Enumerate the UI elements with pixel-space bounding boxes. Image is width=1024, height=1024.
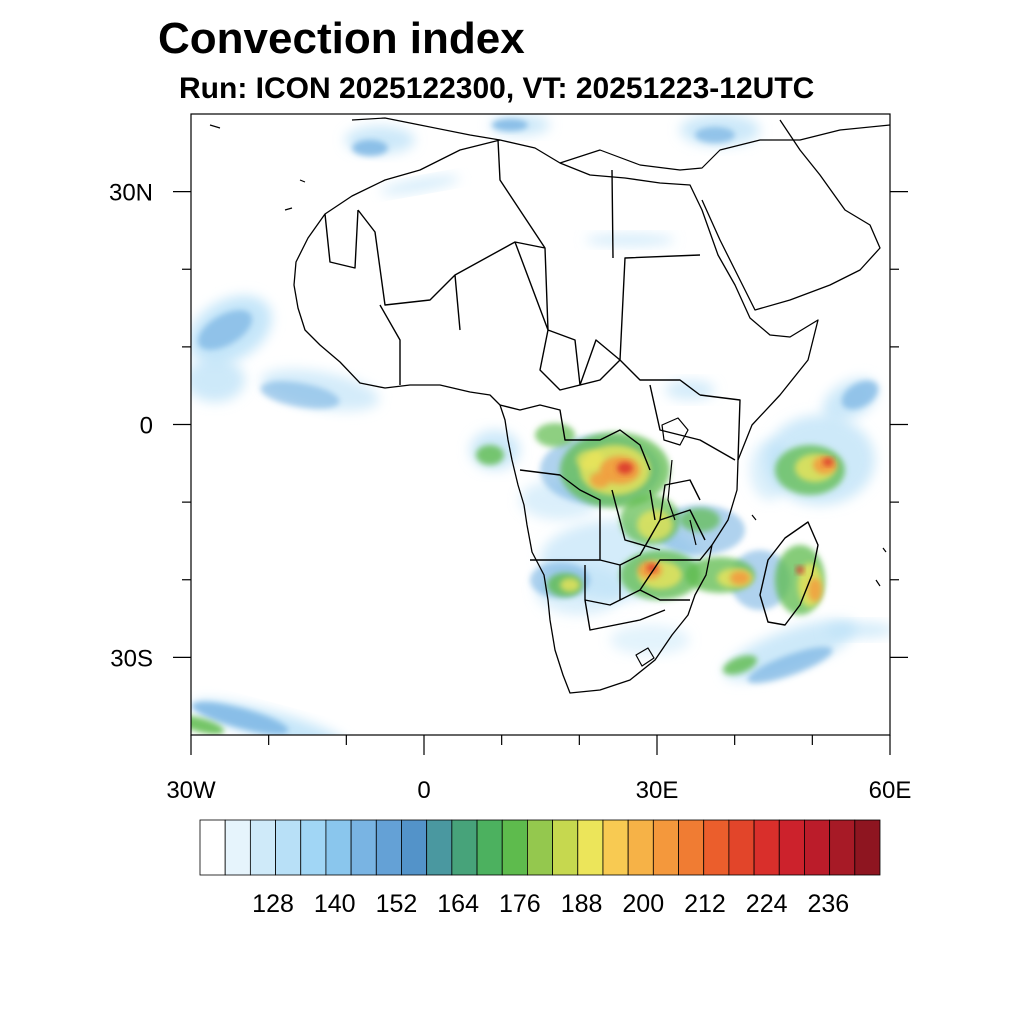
mediterranean-coastline <box>351 117 890 171</box>
colorbar-swatch <box>552 819 579 876</box>
colorbar-swatch <box>401 819 428 876</box>
chart-subtitle: Run: ICON 2025122300, VT: 20251223-12UTC <box>179 72 815 105</box>
colorbar-swatch <box>728 819 755 876</box>
convection-cell <box>576 450 604 470</box>
lon-tick-label: 30E <box>636 777 679 804</box>
islands <box>209 124 887 587</box>
lon-tick-label: 60E <box>869 777 912 804</box>
colorbar-swatch <box>627 819 654 876</box>
lake-outlines <box>635 417 697 667</box>
colorbar-label: 200 <box>622 890 664 918</box>
colorbar-swatch <box>602 819 629 876</box>
axis-tick-labels: 30N 0 30S 30W 0 30E 60E <box>109 180 911 804</box>
colorbar-swatch <box>527 819 553 876</box>
convection-cell <box>695 127 735 143</box>
map-outlines <box>209 117 890 694</box>
convection-cell <box>796 566 804 574</box>
convection-cell <box>535 423 575 447</box>
convection-cell <box>197 310 253 350</box>
colorbar-swatch <box>375 819 402 876</box>
convection-cell <box>617 462 633 474</box>
convection-cell <box>191 701 289 735</box>
convection-cell <box>823 458 833 466</box>
convection-cell <box>723 619 857 681</box>
convection-cell <box>665 380 715 400</box>
convection-cell <box>191 715 225 735</box>
convection-cell <box>476 445 504 465</box>
convection-cell <box>750 440 790 500</box>
colorbar-label: 128 <box>252 890 294 918</box>
colorbar-swatch <box>652 819 679 876</box>
convection-cell <box>260 381 340 409</box>
convection-cell <box>585 234 675 246</box>
colorbar-swatch <box>350 819 377 876</box>
colorbar-swatch <box>476 819 503 876</box>
convection-cell <box>808 578 822 602</box>
colorbar-swatch <box>829 819 856 876</box>
convection-cell <box>560 578 580 592</box>
lat-tick-label: 30N <box>109 180 153 207</box>
convection-cell <box>647 564 657 572</box>
colorbar-label: 176 <box>499 890 541 918</box>
convection-cell <box>637 510 673 540</box>
colorbar-swatch <box>678 819 705 876</box>
colorbar-swatch <box>300 819 327 876</box>
convection-cell <box>722 655 758 675</box>
convection-cell <box>680 508 720 532</box>
convection-cell <box>610 625 690 655</box>
convection-cell <box>191 358 245 402</box>
colorbar-label: 152 <box>376 890 418 918</box>
convection-cell <box>747 646 833 684</box>
colorbar-swatch <box>275 819 302 876</box>
national-borders <box>324 139 741 631</box>
colorbar-swatch <box>804 819 831 876</box>
convection-cell <box>730 571 750 585</box>
convection-cell <box>825 622 890 638</box>
convection-cell <box>492 119 528 131</box>
colorbar-swatch <box>577 819 604 876</box>
colorbar-swatch <box>224 819 251 876</box>
madagascar-coastline <box>759 521 819 626</box>
lat-tick-label: 0 <box>140 413 153 440</box>
convection-cell <box>380 175 460 195</box>
convection-field <box>191 114 890 735</box>
axis-ticks <box>173 191 908 755</box>
colorbar-label: 188 <box>561 890 603 918</box>
colorbar-swatch <box>199 819 226 876</box>
colorbar-swatch <box>753 819 780 876</box>
colorbar-swatch <box>325 819 352 876</box>
colorbar-label: 212 <box>684 890 726 918</box>
colorbar-label: 140 <box>314 890 356 918</box>
arabia-coastline <box>701 119 881 311</box>
colorbar-swatch <box>778 819 805 876</box>
colorbar-swatch <box>249 819 276 876</box>
colorbar-label: 236 <box>808 890 850 918</box>
lon-tick-label: 0 <box>417 777 430 804</box>
colorbar-swatch <box>426 819 453 876</box>
colorbar-swatch <box>451 819 478 876</box>
colorbar-swatch <box>501 819 528 876</box>
colorbar-label: 164 <box>437 890 479 918</box>
lat-tick-label: 30S <box>110 645 153 672</box>
colorbar-swatch <box>703 819 730 876</box>
colorbar-swatch <box>854 819 881 876</box>
colorbar: 128 140 152 164 176 188 200 212 224 236 <box>199 819 881 918</box>
colorbar-label: 224 <box>746 890 788 918</box>
convection-cell <box>352 140 388 156</box>
convection-cell <box>841 380 879 410</box>
chart-title: Convection index <box>158 14 525 63</box>
lon-tick-label: 30W <box>166 777 216 804</box>
convection-cell <box>590 472 610 488</box>
